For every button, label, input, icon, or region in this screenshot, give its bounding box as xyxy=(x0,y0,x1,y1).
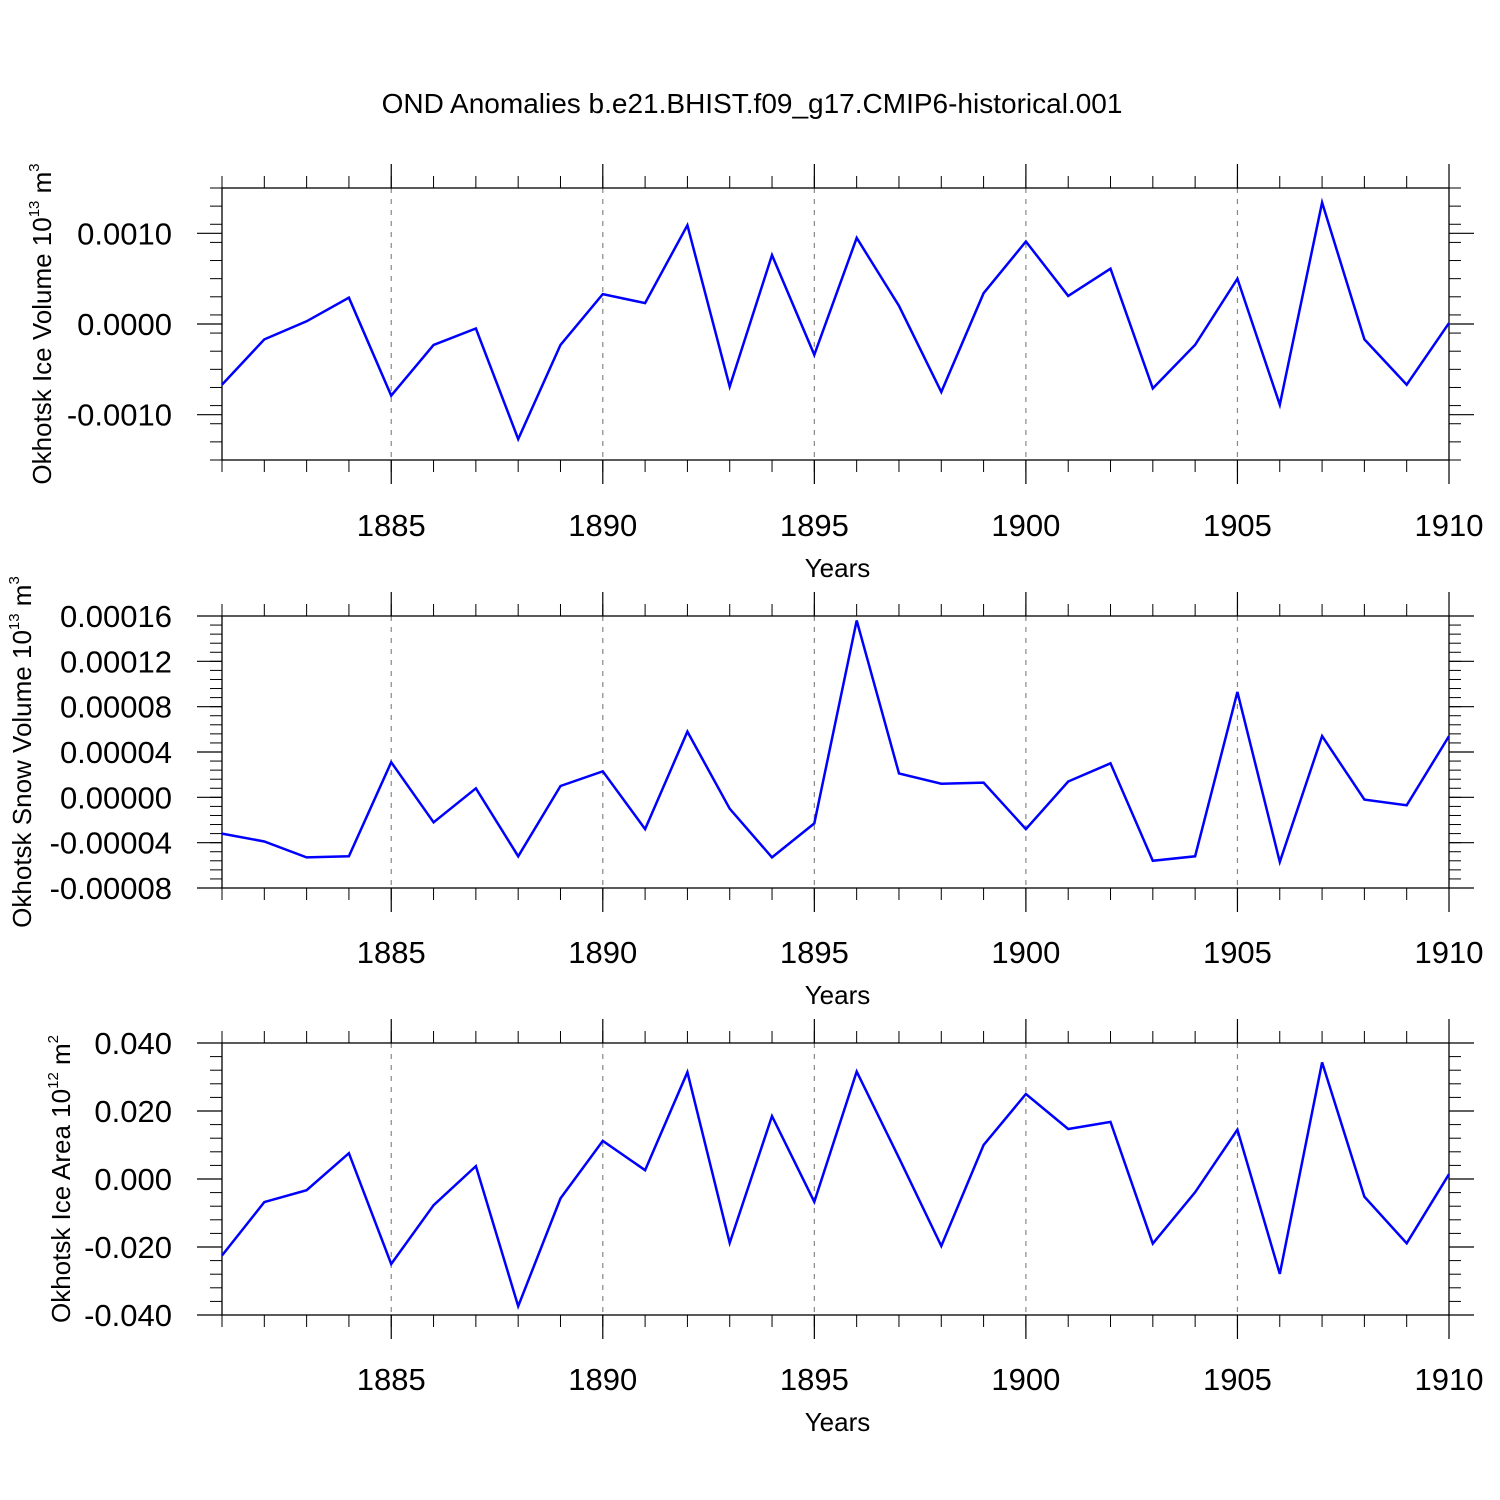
y-tick-label: 0.00012 xyxy=(60,644,172,679)
data-line-ice-volume xyxy=(221,197,1451,443)
y-tick-label: 0.00008 xyxy=(60,690,172,725)
x-axis-title: Years xyxy=(805,1407,871,1437)
x-tick-label: 1905 xyxy=(1203,1362,1272,1397)
plot-frame xyxy=(221,1042,1450,1316)
y-tick-label: 0.040 xyxy=(94,1026,172,1061)
y-tick-label: 0.0010 xyxy=(77,216,172,251)
x-tick-label: 1895 xyxy=(780,508,849,543)
x-tick-label: 1900 xyxy=(991,1362,1060,1397)
x-tick-label: 1890 xyxy=(568,935,637,970)
x-axis-title: Years xyxy=(805,553,871,583)
chart-title: OND Anomalies b.e21.BHIST.f09_g17.CMIP6-… xyxy=(382,88,1123,119)
x-tick-label: 1885 xyxy=(357,935,426,970)
y-axis-title: Okhotsk Snow Volume 1013 m3 xyxy=(6,576,37,928)
x-tick-label: 1900 xyxy=(991,935,1060,970)
data-line-ice-area xyxy=(221,1062,1451,1311)
plot-frame xyxy=(221,187,1450,461)
x-tick-label: 1910 xyxy=(1415,508,1484,543)
x-tick-label: 1890 xyxy=(568,1362,637,1397)
x-tick-label: 1900 xyxy=(991,508,1060,543)
panel-ice-volume: 1885 1890 1895 1900 1905 1910 -0.0010 0.0000 0.0… xyxy=(26,163,1483,583)
y-tick-label: -0.020 xyxy=(84,1230,172,1265)
y-tick-label: -0.00004 xyxy=(50,826,172,861)
panel-ice-area: 1885 1890 1895 1900 1905 1910 -0.040 -0.020 0.00… xyxy=(45,1019,1483,1437)
y-tick-label: 0.000 xyxy=(94,1162,172,1197)
y-tick-label: 0.00004 xyxy=(60,735,172,770)
y-tick-label: -0.0010 xyxy=(67,398,172,433)
plot-frame xyxy=(221,615,1450,889)
x-tick-label: 1890 xyxy=(568,508,637,543)
x-tick-label: 1910 xyxy=(1415,935,1484,970)
panel-snow-volume: 1885 1890 1895 1900 1905 1910 -0.00008 -0.00004… xyxy=(6,576,1483,1010)
x-tick-label: 1910 xyxy=(1415,1362,1484,1397)
y-tick-label: 0.020 xyxy=(94,1094,172,1129)
y-tick-label: -0.00008 xyxy=(50,871,172,906)
x-tick-label: 1895 xyxy=(780,1362,849,1397)
x-axis-title: Years xyxy=(805,980,871,1010)
x-tick-label: 1895 xyxy=(780,935,849,970)
x-tick-label: 1905 xyxy=(1203,508,1272,543)
x-tick-label: 1905 xyxy=(1203,935,1272,970)
y-tick-label: -0.040 xyxy=(84,1298,172,1333)
y-axis-title: Okhotsk Ice Volume 1013 m3 xyxy=(26,163,57,484)
data-line-snow-volume xyxy=(221,620,1451,867)
y-tick-label: 0.0000 xyxy=(77,307,172,342)
y-tick-label: 0.00016 xyxy=(60,599,172,634)
x-tick-label: 1885 xyxy=(357,508,426,543)
y-axis-title: Okhotsk Ice Area 1012 m2 xyxy=(45,1035,76,1323)
y-tick-label: 0.00000 xyxy=(60,780,172,815)
x-tick-label: 1885 xyxy=(357,1362,426,1397)
